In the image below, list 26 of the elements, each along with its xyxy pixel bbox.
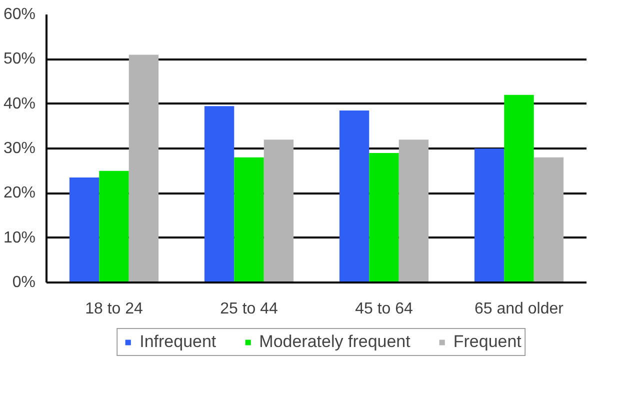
y-tick-label: 40% bbox=[3, 95, 36, 112]
bar bbox=[504, 94, 534, 282]
bar bbox=[369, 152, 399, 282]
bar bbox=[128, 54, 159, 282]
y-tick-label: 50% bbox=[3, 50, 36, 68]
x-tick-label: 25 to 44 bbox=[220, 300, 278, 318]
bar bbox=[534, 157, 564, 282]
legend-label: Frequent bbox=[453, 332, 522, 352]
bar bbox=[204, 106, 234, 282]
y-tick-label: 60% bbox=[3, 6, 36, 23]
y-tick-label: 30% bbox=[3, 140, 36, 157]
x-tick-label: 18 to 24 bbox=[85, 300, 144, 318]
y-tick-label: 20% bbox=[3, 184, 36, 202]
y-tick-label: 0% bbox=[12, 274, 36, 291]
legend-label: Infrequent bbox=[140, 332, 216, 352]
y-tick-label: 10% bbox=[3, 229, 36, 246]
legend-label: Moderately frequent bbox=[259, 332, 410, 352]
bar bbox=[474, 148, 504, 282]
bar bbox=[99, 170, 129, 282]
bar bbox=[264, 140, 294, 282]
bar bbox=[339, 110, 370, 282]
bar bbox=[398, 140, 429, 282]
bar bbox=[69, 178, 100, 282]
bar bbox=[234, 157, 264, 282]
x-tick-label: 45 to 64 bbox=[355, 300, 414, 318]
x-tick-label: 65 and older bbox=[474, 300, 564, 318]
